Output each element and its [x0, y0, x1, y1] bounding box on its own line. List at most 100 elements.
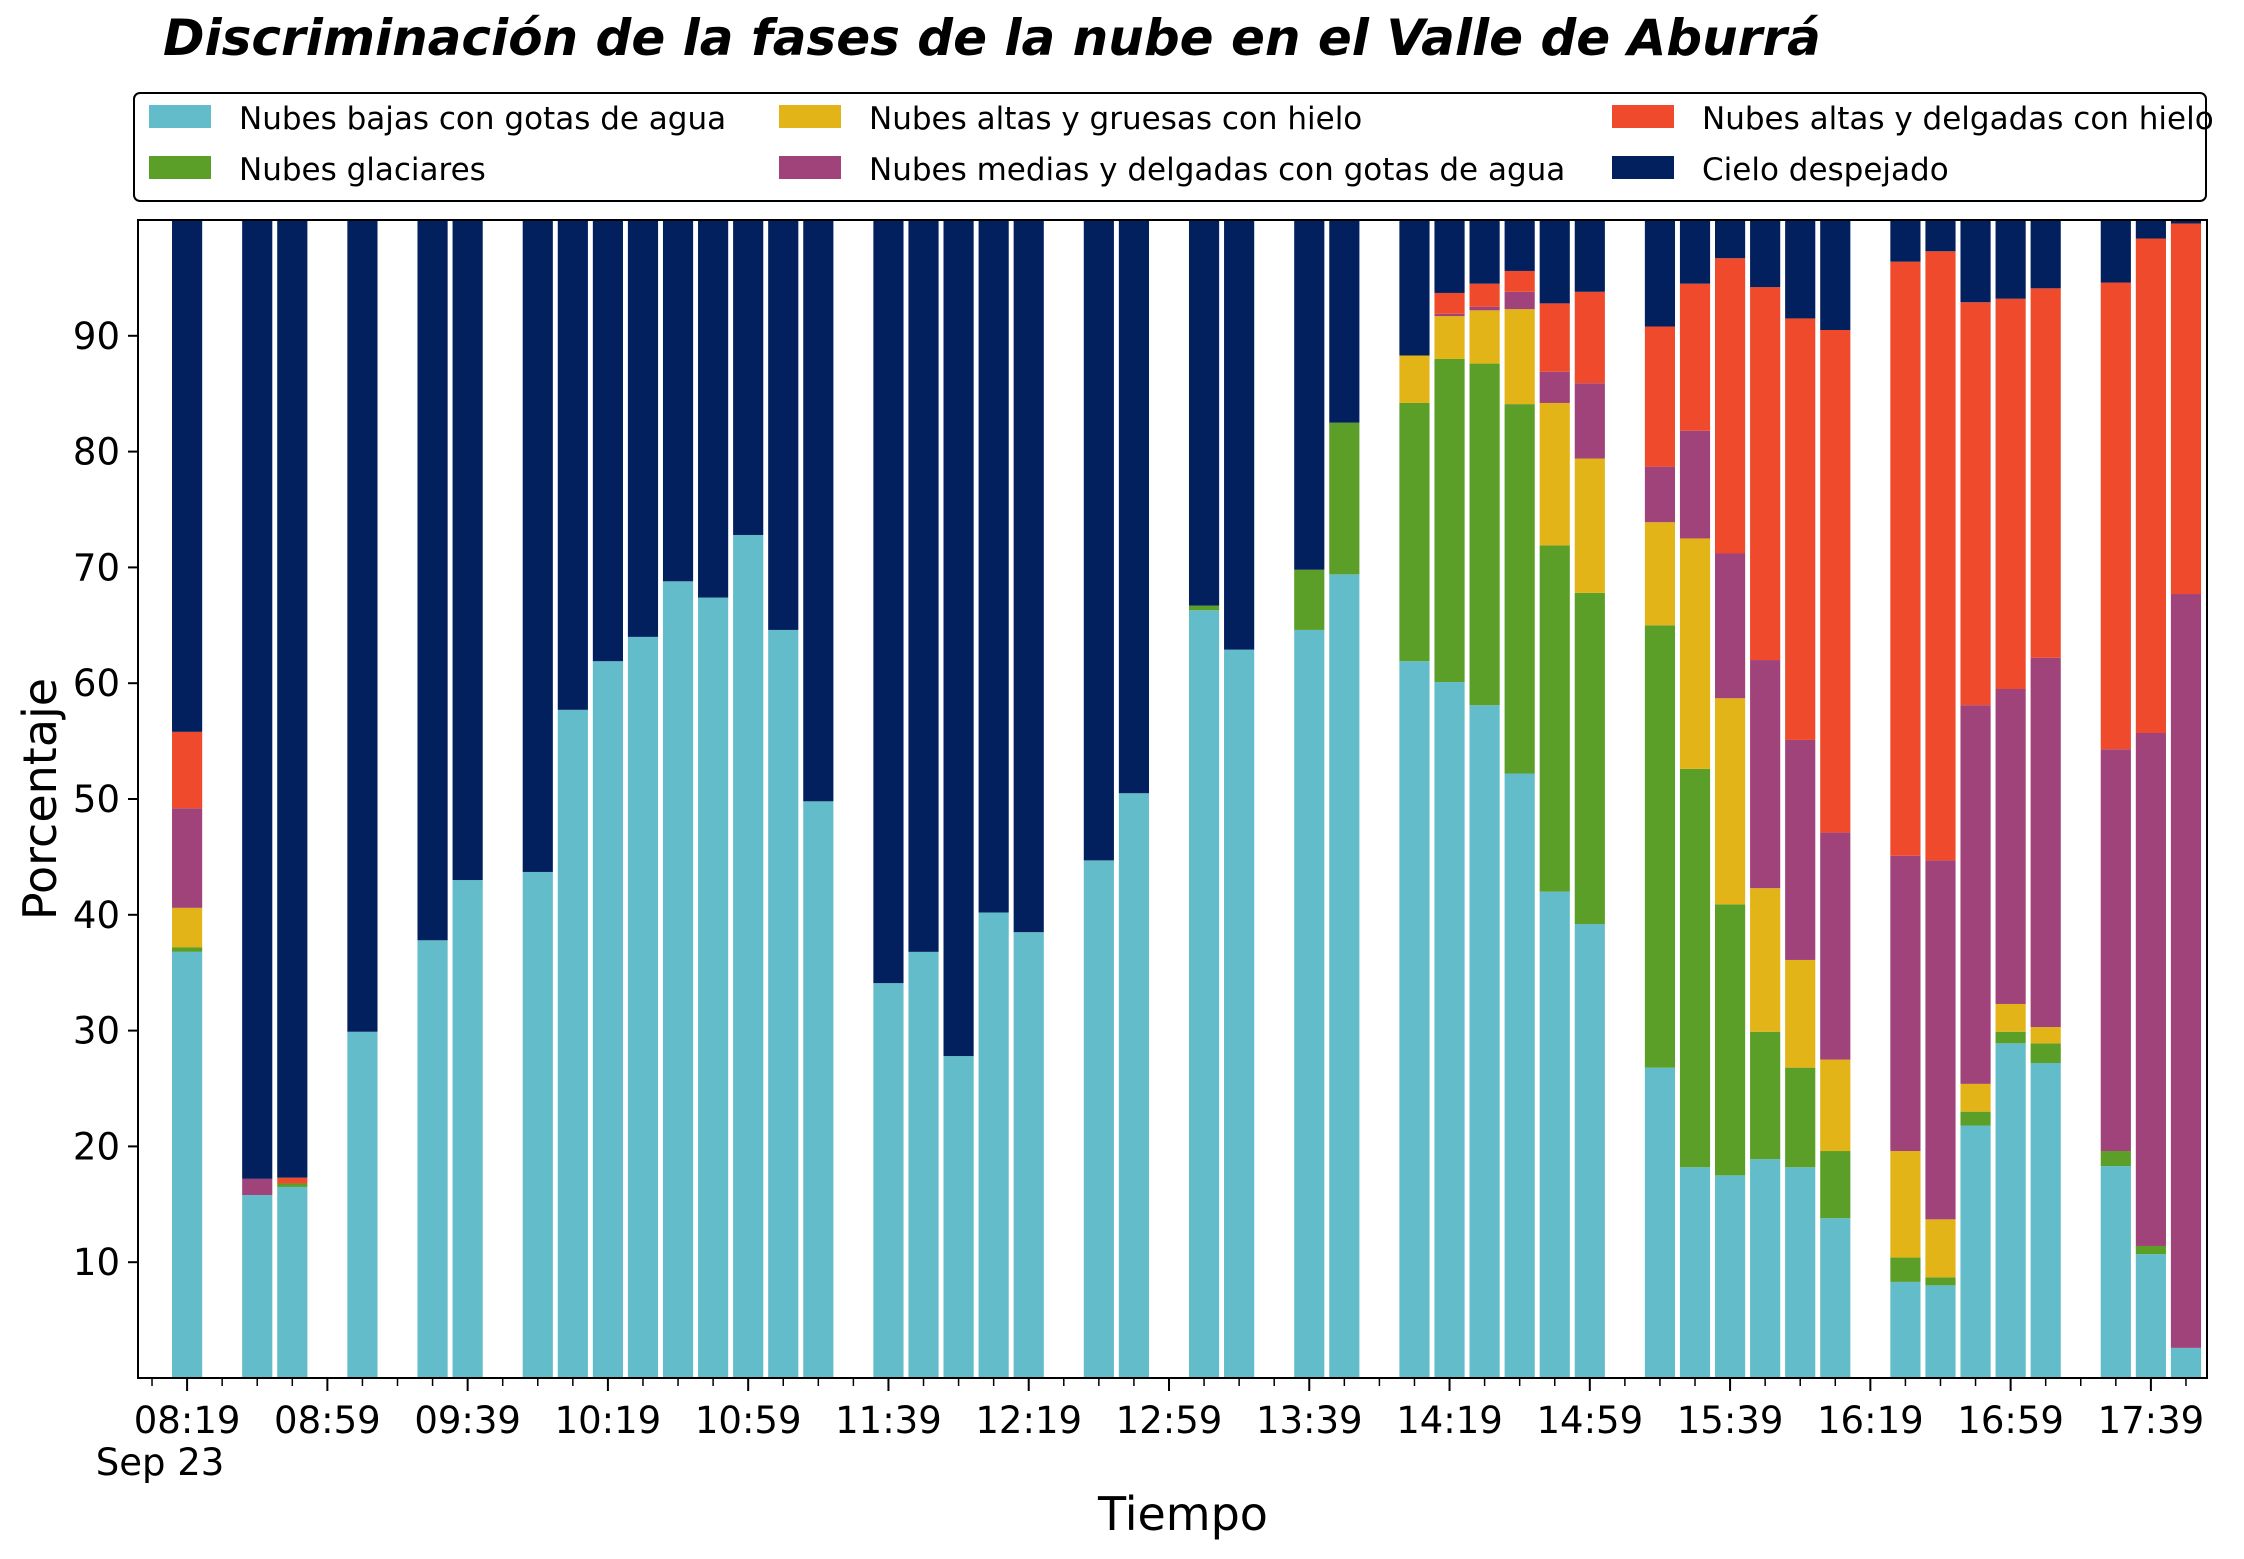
- bar-segment-nubes-glaciares: [1644, 625, 1676, 1068]
- bar-1209: [978, 220, 1009, 1378]
- bar-1709: [2030, 220, 2061, 1378]
- bar-segment-nubes-altas-y-gruesas-con-hielo: [2030, 1027, 2061, 1044]
- bar-1559: [1785, 220, 1816, 1378]
- bar-1549: [1750, 220, 1781, 1378]
- bar-segment-nubes-bajas-con-gotas-de-agua: [2030, 1063, 2061, 1378]
- bar-segment-nubes-altas-y-delgadas-con-hielo: [1469, 283, 1500, 307]
- bar-segment-nubes-medias-y-delgadas-con-gotas-de-agua: [1890, 855, 1921, 1152]
- y-tick-label: 60: [73, 662, 120, 705]
- bar-segment-nubes-bajas-con-gotas-de-agua: [1679, 1167, 1711, 1378]
- bar-segment-nubes-altas-y-delgadas-con-hielo: [2170, 223, 2202, 595]
- bar-segment-nubes-bajas-con-gotas-de-agua: [242, 1195, 273, 1378]
- bar-segment-nubes-altas-y-gruesas-con-hielo: [1750, 888, 1781, 1032]
- bar-segment-nubes-bajas-con-gotas-de-agua: [1118, 793, 1150, 1378]
- bar-segment-nubes-bajas-con-gotas-de-agua: [768, 629, 799, 1378]
- bar-segment-nubes-bajas-con-gotas-de-agua: [417, 940, 448, 1378]
- bar-segment-cielo-despejado: [242, 220, 273, 1179]
- bar-segment-nubes-bajas-con-gotas-de-agua: [452, 880, 483, 1378]
- bar-segment-nubes-glaciares: [1750, 1031, 1781, 1160]
- bar-segment-nubes-glaciares: [1785, 1067, 1816, 1168]
- bar-segment-nubes-bajas-con-gotas-de-agua: [557, 709, 588, 1378]
- bar-segment-nubes-altas-y-gruesas-con-hielo: [1925, 1219, 1956, 1278]
- bar-1349: [1329, 220, 1360, 1378]
- bar-segment-nubes-bajas-con-gotas-de-agua: [978, 912, 1009, 1378]
- x-tick-label: 12:19: [975, 1399, 1082, 1442]
- bar-1449: [1539, 220, 1570, 1378]
- bar-1159: [943, 220, 974, 1378]
- bar-segment-cielo-despejado: [1083, 220, 1114, 861]
- bar-segment-nubes-glaciares: [277, 1183, 308, 1187]
- bar-0909: [347, 220, 378, 1378]
- bar-segment-nubes-altas-y-delgadas-con-hielo: [1785, 318, 1816, 740]
- bar-segment-nubes-glaciares: [1434, 358, 1465, 683]
- bar-segment-nubes-altas-y-gruesas-con-hielo: [172, 907, 203, 948]
- legend-swatch-nubes-medias-y-delgadas-con-gotas-de-agua: [779, 156, 841, 179]
- bar-segment-nubes-medias-y-delgadas-con-gotas-de-agua: [1715, 553, 1746, 699]
- bar-segment-nubes-glaciares: [1188, 605, 1220, 611]
- bar-1339: [1294, 220, 1325, 1378]
- bar-segment-cielo-despejado: [1820, 220, 1851, 331]
- bar-0839: [242, 220, 273, 1378]
- bar-segment-nubes-altas-y-delgadas-con-hielo: [2135, 238, 2166, 733]
- legend-swatch-nubes-glaciares: [149, 156, 211, 179]
- bar-segment-nubes-medias-y-delgadas-con-gotas-de-agua: [172, 808, 203, 908]
- bar-segment-cielo-despejado: [1995, 220, 2026, 299]
- bar-1529: [1679, 220, 1711, 1378]
- bar-segment-cielo-despejado: [1013, 220, 1044, 933]
- bar-segment-cielo-despejado: [2135, 220, 2166, 239]
- bar-segment-nubes-medias-y-delgadas-con-gotas-de-agua: [1469, 306, 1500, 311]
- bar-segment-nubes-medias-y-delgadas-con-gotas-de-agua: [1539, 371, 1570, 403]
- bar-segment-nubes-glaciares: [1504, 404, 1535, 774]
- bar-segment-cielo-despejado: [803, 220, 834, 802]
- bar-1059: [733, 220, 764, 1378]
- bar-1239: [1083, 220, 1114, 1378]
- legend-label-nubes-bajas-con-gotas-de-agua: Nubes bajas con gotas de agua: [239, 101, 726, 137]
- bar-1009: [557, 220, 588, 1378]
- legend-label-nubes-altas-y-gruesas-con-hielo: Nubes altas y gruesas con hielo: [869, 101, 1362, 137]
- bar-segment-cielo-despejado: [1925, 220, 1956, 252]
- bar-segment-nubes-bajas-con-gotas-de-agua: [1820, 1218, 1851, 1378]
- bar-segment-nubes-altas-y-delgadas-con-hielo: [1539, 303, 1570, 372]
- bar-segment-nubes-medias-y-delgadas-con-gotas-de-agua: [1679, 430, 1711, 539]
- legend-frame: [133, 92, 2207, 202]
- y-tick-label: 20: [73, 1125, 120, 1168]
- bar-0939: [452, 220, 483, 1378]
- bar-segment-cielo-despejado: [452, 220, 483, 881]
- bar-segment-cielo-despejado: [1785, 220, 1816, 319]
- bar-segment-nubes-altas-y-gruesas-con-hielo: [1679, 538, 1711, 769]
- bar-segment-cielo-despejado: [522, 220, 553, 872]
- bar-segment-nubes-altas-y-delgadas-con-hielo: [1960, 302, 1991, 706]
- bar-segment-cielo-despejado: [1504, 220, 1535, 271]
- bar-segment-nubes-glaciares: [1399, 402, 1430, 662]
- bar-segment-cielo-despejado: [172, 220, 203, 732]
- bar-segment-nubes-medias-y-delgadas-con-gotas-de-agua: [2135, 732, 2166, 1246]
- bar-segment-cielo-despejado: [733, 220, 764, 535]
- bar-segment-nubes-medias-y-delgadas-con-gotas-de-agua: [1820, 832, 1851, 1060]
- bar-segment-nubes-glaciares: [1925, 1277, 1956, 1286]
- bar-segment-nubes-bajas-con-gotas-de-agua: [1890, 1281, 1921, 1378]
- bar-1409: [1399, 220, 1430, 1378]
- bar-segment-nubes-bajas-con-gotas-de-agua: [1644, 1067, 1676, 1378]
- bar-segment-cielo-despejado: [662, 220, 694, 582]
- x-tick-label: 10:19: [555, 1399, 662, 1442]
- bar-segment-nubes-medias-y-delgadas-con-gotas-de-agua: [2170, 594, 2202, 1348]
- bar-1649: [1960, 220, 1991, 1378]
- y-tick-label: 40: [73, 894, 120, 937]
- x-axis: 08:19 08:59 09:39 10:19 10:59 11:39 12:19 12:59…: [134, 1378, 2204, 1442]
- bar-1119: [803, 220, 834, 1378]
- bar-segment-cielo-despejado: [627, 220, 659, 637]
- bar-1739: [2135, 220, 2166, 1378]
- bar-segment-nubes-bajas-con-gotas-de-agua: [592, 661, 623, 1378]
- bar-segment-nubes-bajas-con-gotas-de-agua: [698, 597, 729, 1378]
- bar-segment-nubes-altas-y-gruesas-con-hielo: [1469, 310, 1500, 364]
- bar-segment-nubes-altas-y-gruesas-con-hielo: [1960, 1083, 1991, 1112]
- bar-segment-nubes-glaciares: [1679, 768, 1711, 1168]
- bar-segment-nubes-bajas-con-gotas-de-agua: [1188, 610, 1220, 1378]
- bar-1319: [1224, 220, 1255, 1378]
- bar-segment-nubes-medias-y-delgadas-con-gotas-de-agua: [1995, 688, 2026, 1004]
- bar-segment-nubes-bajas-con-gotas-de-agua: [1960, 1125, 1991, 1378]
- bar-segment-nubes-glaciares: [2100, 1151, 2131, 1167]
- bar-segment-nubes-bajas-con-gotas-de-agua: [1329, 574, 1360, 1378]
- x-tick-label: 15:39: [1677, 1399, 1784, 1442]
